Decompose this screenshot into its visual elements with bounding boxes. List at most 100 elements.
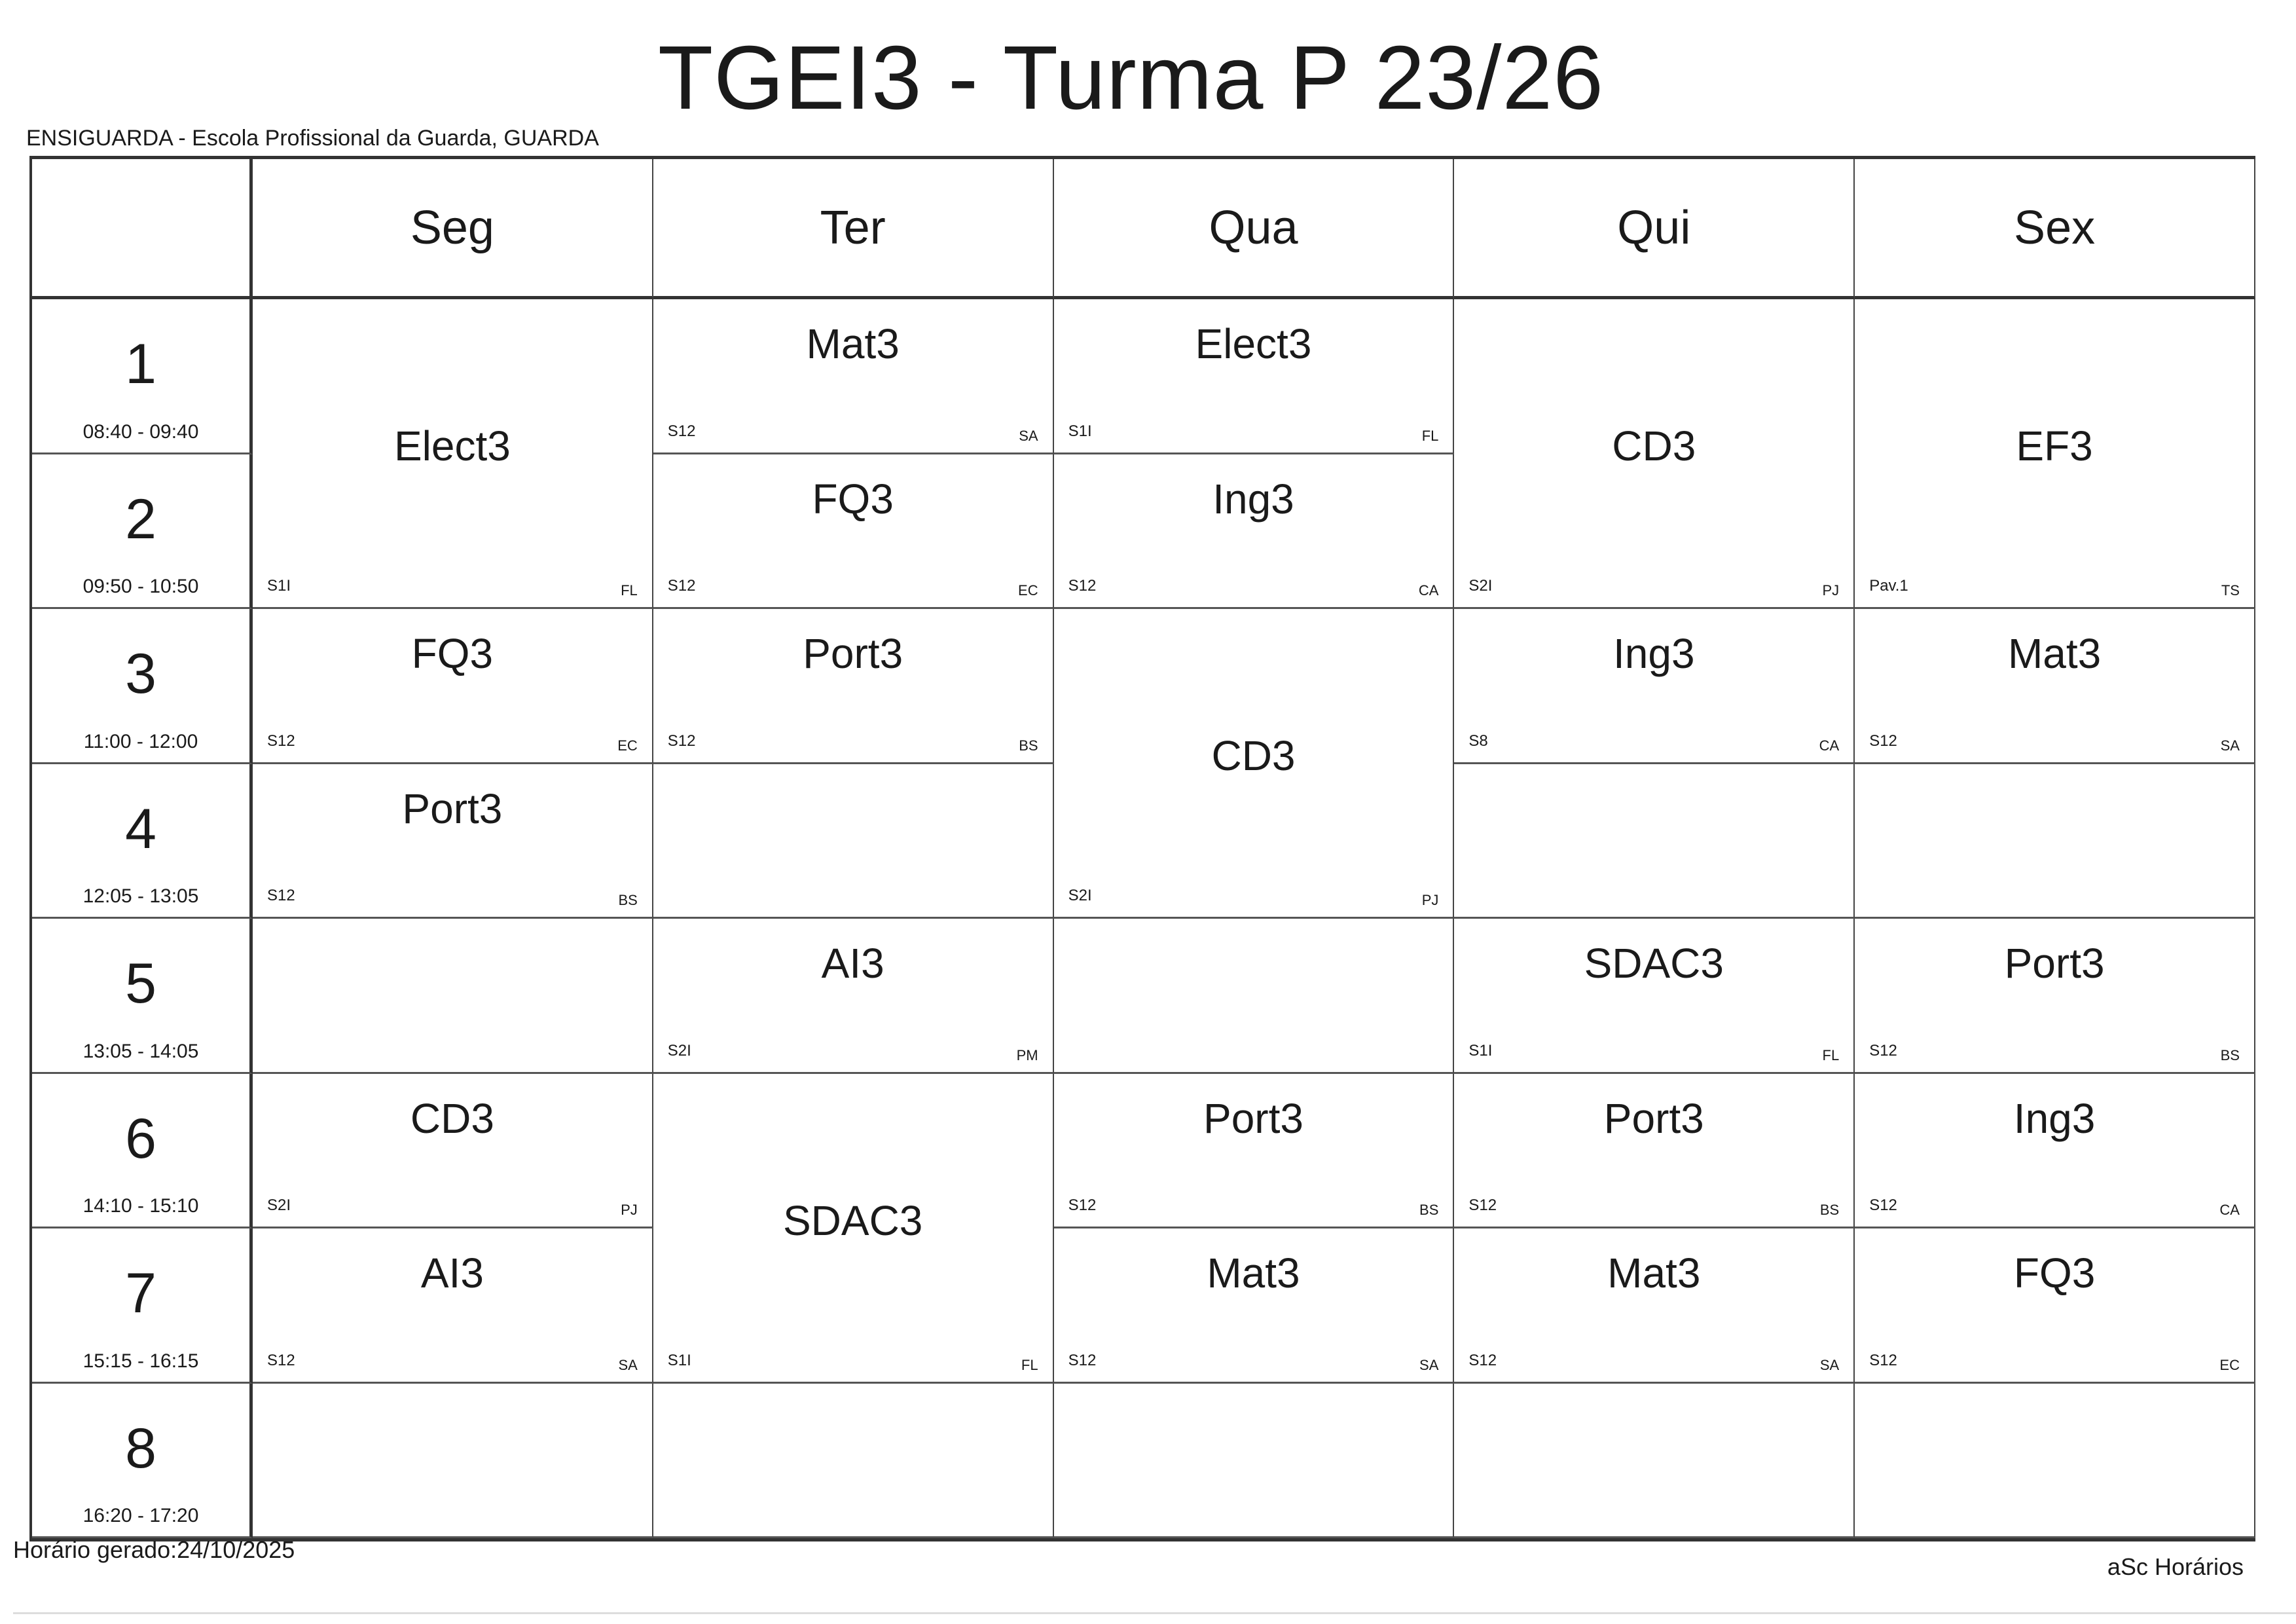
period-cell: 7 15:15 - 16:15 [32,1228,253,1384]
lesson-cell: Mat3 S12 SA [1855,609,2255,764]
lesson-teacher: PJ [621,1202,638,1218]
period-cell: 1 08:40 - 09:40 [32,299,253,454]
lesson-cell: Ing3 S8 CA [1454,609,1855,764]
lesson-room: S12 [1068,1196,1097,1214]
software-brand: aSc Horários [2107,1553,2244,1580]
period-time: 13:05 - 14:05 [82,1040,199,1062]
lesson-teacher: FL [1421,427,1439,444]
lesson-teacher: SA [1019,427,1038,444]
lesson-subject: FQ3 [812,475,894,523]
lesson-teacher: SA [618,1356,638,1373]
lesson-teacher: CA [2219,1202,2240,1218]
lesson-subject: CD3 [1211,731,1296,779]
lesson-cell: Elect3 S1I FL [253,299,653,609]
lesson-cell: SDAC3 S1I FL [653,1073,1054,1384]
period-time: 09:50 - 10:50 [82,576,199,597]
lesson-teacher: BS [1019,737,1038,754]
day-header-qui: Qui [1454,159,1855,299]
lesson-subject: Mat3 [2007,630,2102,678]
lesson-cell: CD3 S2I PJ [1053,609,1455,919]
empty-cell [253,1383,653,1538]
lesson-room: S12 [1468,1196,1497,1214]
empty-cell [1855,1383,2255,1538]
period-number: 7 [125,1262,156,1325]
lesson-room: S12 [267,1351,295,1369]
lesson-room: S1I [1468,1041,1493,1060]
lesson-teacher: FL [1822,1046,1840,1063]
period-number: 3 [125,642,156,705]
lesson-subject: Ing3 [1212,475,1294,523]
lesson-cell: SDAC3 S1I FL [1454,919,1855,1074]
lesson-room: S2I [1068,887,1092,904]
lesson-subject: FQ3 [411,630,494,678]
lesson-teacher: SA [2220,737,2240,754]
lesson-subject: Elect3 [1195,320,1312,368]
lesson-room: S12 [1869,1196,1897,1214]
day-header-ter: Ter [653,159,1054,299]
lesson-cell: Port3 S12 BS [1053,1073,1455,1228]
lesson-subject: Port3 [1603,1094,1704,1142]
lesson-subject: Port3 [402,784,503,832]
lesson-teacher: BS [2220,1046,2240,1063]
lesson-room: S2I [1468,577,1493,595]
lesson-teacher: BS [1819,1202,1840,1218]
lesson-subject: Port3 [803,630,903,678]
lesson-subject: Ing3 [1613,630,1695,678]
lesson-cell: FQ3 S12 EC [1855,1228,2255,1384]
page-edge [13,1612,2296,1614]
lesson-teacher: FL [621,582,638,599]
lesson-room: S12 [1869,1041,1897,1060]
lesson-subject: Ing3 [2013,1094,2096,1142]
period-number: 2 [125,487,156,551]
period-time: 14:10 - 15:10 [82,1195,199,1217]
lesson-room: S12 [267,731,295,750]
lesson-cell: Port3 S12 BS [1855,919,2255,1074]
lesson-room: S1I [1068,422,1092,440]
lesson-teacher: PM [1016,1046,1038,1063]
lesson-room: S2I [267,1196,291,1214]
lesson-teacher: PJ [1822,582,1840,599]
lesson-subject: Port3 [1203,1094,1303,1142]
lesson-cell: Ing3 S12 CA [1855,1073,2255,1228]
period-cell: 3 11:00 - 12:00 [32,609,253,764]
lesson-subject: EF3 [2016,422,2093,470]
period-time: 12:05 - 13:05 [82,885,199,907]
period-cell: 8 16:20 - 17:20 [32,1383,253,1538]
lesson-subject: AI3 [420,1249,484,1297]
period-cell: 2 09:50 - 10:50 [32,454,253,609]
lesson-room: S12 [1869,731,1897,750]
lesson-room: S12 [1468,1351,1497,1369]
empty-cell [1053,1383,1455,1538]
period-time: 08:40 - 09:40 [82,420,199,443]
lesson-subject: Mat3 [806,320,900,368]
lesson-subject: Elect3 [393,422,511,470]
lesson-room: S12 [1068,577,1097,595]
period-number: 1 [125,333,156,396]
lesson-cell: EF3 Pav.1 TS [1855,299,2255,609]
empty-cell [653,1383,1054,1538]
lesson-room: S1I [667,1351,691,1369]
lesson-cell: AI3 S12 SA [253,1228,653,1384]
lesson-teacher: TS [2221,582,2240,599]
lesson-cell: Mat3 S12 SA [1053,1228,1455,1384]
empty-cell [653,764,1054,919]
lesson-subject: Mat3 [1207,1249,1300,1297]
generated-date: Horário gerado:24/10/2025 [13,1536,295,1563]
lesson-room: S12 [267,887,295,904]
lesson-subject: FQ3 [2013,1249,2096,1297]
period-number: 5 [125,952,156,1015]
lesson-cell: Port3 S12 BS [653,609,1054,764]
lesson-teacher: EC [1018,582,1038,599]
period-cell: 5 13:05 - 14:05 [32,919,253,1074]
lesson-teacher: SA [1819,1356,1840,1373]
lesson-room: S12 [1869,1351,1897,1369]
timetable-grid: Seg Ter Qua Qui Sex 1 08:40 - 09:40 2 09:50… [29,156,2255,1541]
lesson-teacher: CA [1418,582,1439,599]
period-time: 15:15 - 16:15 [82,1350,199,1372]
lesson-subject: Port3 [2004,940,2105,987]
period-number: 8 [125,1416,156,1480]
page-title: TGEI3 - Turma P 23/26 [657,28,1604,128]
lesson-room: S8 [1468,731,1488,750]
period-cell: 4 12:05 - 13:05 [32,764,253,919]
lesson-subject: SDAC3 [1584,940,1724,987]
